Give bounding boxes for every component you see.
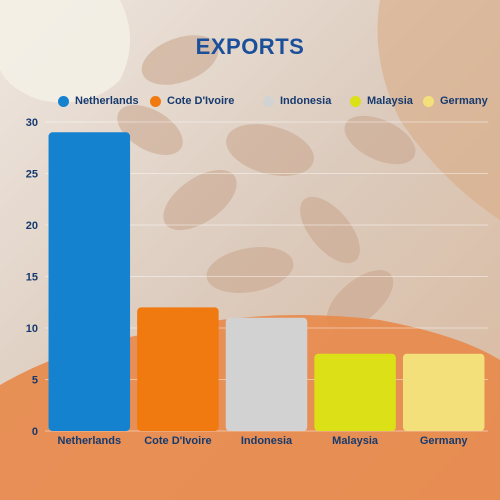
bar-indonesia xyxy=(225,317,308,431)
x-tick-label: Cote D'Ivoire xyxy=(144,435,211,447)
y-tick-label: 0 xyxy=(32,426,38,438)
y-tick-label: 5 xyxy=(32,375,38,387)
legend-label: Indonesia xyxy=(280,95,332,107)
legend-label: Cote D'Ivoire xyxy=(167,95,235,107)
y-tick-label: 10 xyxy=(26,323,38,335)
y-tick-label: 25 xyxy=(26,169,38,181)
legend-label: Germany xyxy=(440,95,488,107)
bar-malaysia xyxy=(314,353,396,431)
legend-swatch xyxy=(58,95,69,107)
legend-item: Indonesia xyxy=(263,95,331,107)
legend-item: Germany xyxy=(423,95,488,107)
y-tick-label: 15 xyxy=(26,272,38,284)
x-tick-label: Malaysia xyxy=(332,435,379,447)
chart-title: EXPORTS xyxy=(195,34,305,59)
bar-netherlands xyxy=(48,132,131,432)
legend-item: Malaysia xyxy=(350,95,413,107)
bar-germany xyxy=(402,353,485,431)
bar-cote-d-ivoire xyxy=(137,307,219,431)
legend-swatch xyxy=(263,95,274,107)
y-tick-label: 20 xyxy=(26,220,38,232)
legend-item: Cote D'Ivoire xyxy=(150,95,234,107)
x-tick-label: Germany xyxy=(420,435,469,447)
legend-item: Netherlands xyxy=(58,95,139,107)
legend-label: Netherlands xyxy=(75,95,139,107)
legend-label: Malaysia xyxy=(367,95,413,107)
chart-legend: Netherlands Cote D'Ivoire Indonesia Malaysi… xyxy=(58,95,498,111)
legend-swatch xyxy=(350,95,361,107)
x-tick-label: Indonesia xyxy=(241,435,293,447)
y-tick-label: 30 xyxy=(26,117,38,129)
legend-swatch xyxy=(150,95,161,107)
x-tick-label: Netherlands xyxy=(58,435,122,447)
legend-swatch xyxy=(423,95,434,107)
